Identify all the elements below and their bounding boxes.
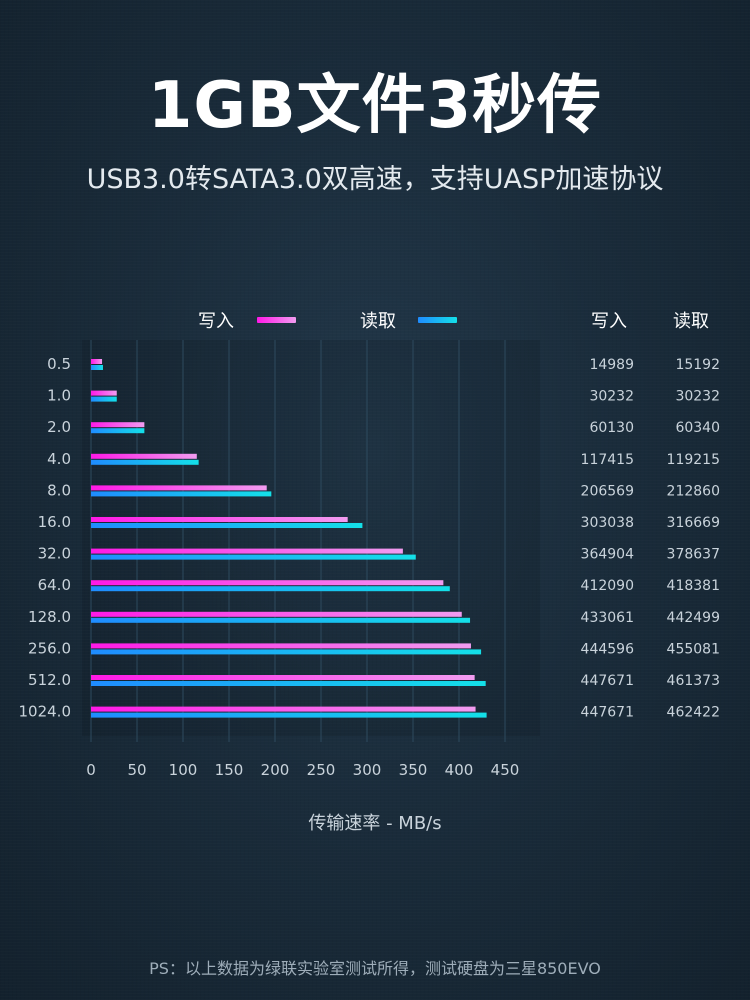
y-tick-label: 8.0 [47,481,71,499]
bar-read [91,396,117,402]
x-tick-label: 350 [399,761,428,779]
table-cell-read: 461373 [667,673,720,689]
table-cell-read: 15192 [675,357,720,373]
bar-write [91,390,117,396]
x-tick-label: 0 [86,761,96,779]
bar-write [91,643,471,649]
y-tick-label: 16.0 [38,513,71,531]
speed-chart-svg: 0 50 100 150 200 250 300 350 400 450 传输速率 - MB/s 写入… [19,311,721,834]
table-header-write: 写入 [591,311,627,332]
legend-read-swatch [418,317,457,323]
x-tick-label: 450 [491,761,520,779]
y-tick-label: 1.0 [47,387,71,405]
bar-read [91,617,471,623]
labels: 0 50 100 150 200 250 300 350 400 450 传输速率 - MB/s 写入… [19,311,721,834]
bar-read [91,712,487,718]
plot-area [82,340,540,736]
y-tick-label: 1024.0 [19,703,72,721]
bar-read [91,365,103,370]
table-cell-read: 462422 [667,705,720,721]
x-tick-label: 300 [353,761,382,779]
table-cell-write: 412090 [581,578,634,594]
table-cell-write: 364904 [581,547,635,563]
bar-read [91,681,486,686]
bar-write [91,548,403,554]
bar-write [91,422,145,428]
table-cell-read: 418381 [667,578,720,594]
x-tick-label: 200 [261,761,290,779]
x-tick-label: 50 [127,761,146,779]
bars [91,359,487,718]
table-cell-write: 447671 [581,705,634,721]
page-subtitle: USB3.0转SATA3.0双高速，支持UASP加速协议 [86,164,664,195]
table-cell-write: 60130 [589,420,634,436]
table-header-read: 读取 [673,311,709,332]
bar-write [91,453,197,459]
table-cell-write: 30232 [589,389,634,405]
legend-write-swatch [257,317,296,323]
table-cell-read: 212860 [667,483,720,499]
bar-read [91,554,416,560]
y-tick-label: 128.0 [28,608,71,626]
x-tick-label: 100 [169,761,198,779]
x-tick-label: 400 [445,761,474,779]
legend-write-label: 写入 [198,311,234,332]
y-tick-label: 512.0 [28,671,71,689]
table-cell-read: 442499 [667,610,720,626]
y-tick-label: 4.0 [47,450,71,468]
bar-read [91,459,199,465]
table-cell-read: 60340 [675,420,720,436]
bar-read [91,428,145,434]
page-title: 1GB文件3秒传 [147,69,603,143]
bar-read [91,523,363,528]
bar-write [91,706,476,712]
table-cell-write: 303038 [581,515,634,531]
table-cell-read: 30232 [675,389,720,405]
table-cell-write: 444596 [581,641,635,657]
table-cell-read: 378637 [667,547,720,563]
bar-write [91,359,103,364]
speed-chart: 0 50 100 150 200 250 300 350 400 450 传输速率 - MB/s 写入… [0,290,750,850]
footnote: PS：以上数据为绿联实验室测试所得，测试硬盘为三星850EVO [149,959,601,978]
legend-read-label: 读取 [360,311,396,332]
bar-read [91,491,272,497]
y-tick-label: 2.0 [47,418,71,436]
table-cell-write: 447671 [581,673,634,689]
y-tick-label: 64.0 [38,576,71,594]
bar-write [91,611,462,617]
bar-write [91,580,444,586]
y-tick-label: 256.0 [28,639,71,657]
bar-read [91,586,450,592]
table-cell-write: 14989 [589,357,634,373]
table-cell-read: 316669 [667,515,720,531]
bar-write [91,517,348,522]
x-axis-title: 传输速率 - MB/s [308,813,441,834]
x-tick-label: 250 [307,761,336,779]
bar-read [91,649,482,655]
y-tick-label: 32.0 [38,545,71,563]
table-cell-write: 117415 [581,452,634,468]
table-cell-write: 206569 [581,483,634,499]
x-tick-label: 150 [215,761,244,779]
table-cell-read: 455081 [667,641,720,657]
table-cell-read: 119215 [667,452,720,468]
y-tick-label: 0.5 [47,355,71,373]
bar-write [91,485,267,491]
table-cell-write: 433061 [581,610,634,626]
bar-write [91,675,475,680]
